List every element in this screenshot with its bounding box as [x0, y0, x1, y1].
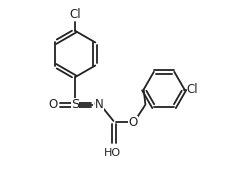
Text: O: O	[48, 98, 58, 111]
Text: Cl: Cl	[187, 83, 198, 96]
Text: N: N	[95, 98, 104, 111]
Text: O: O	[128, 116, 138, 129]
Text: HO: HO	[104, 148, 121, 158]
Text: S: S	[71, 98, 80, 111]
Text: Cl: Cl	[70, 8, 81, 21]
Text: O: O	[93, 98, 102, 111]
